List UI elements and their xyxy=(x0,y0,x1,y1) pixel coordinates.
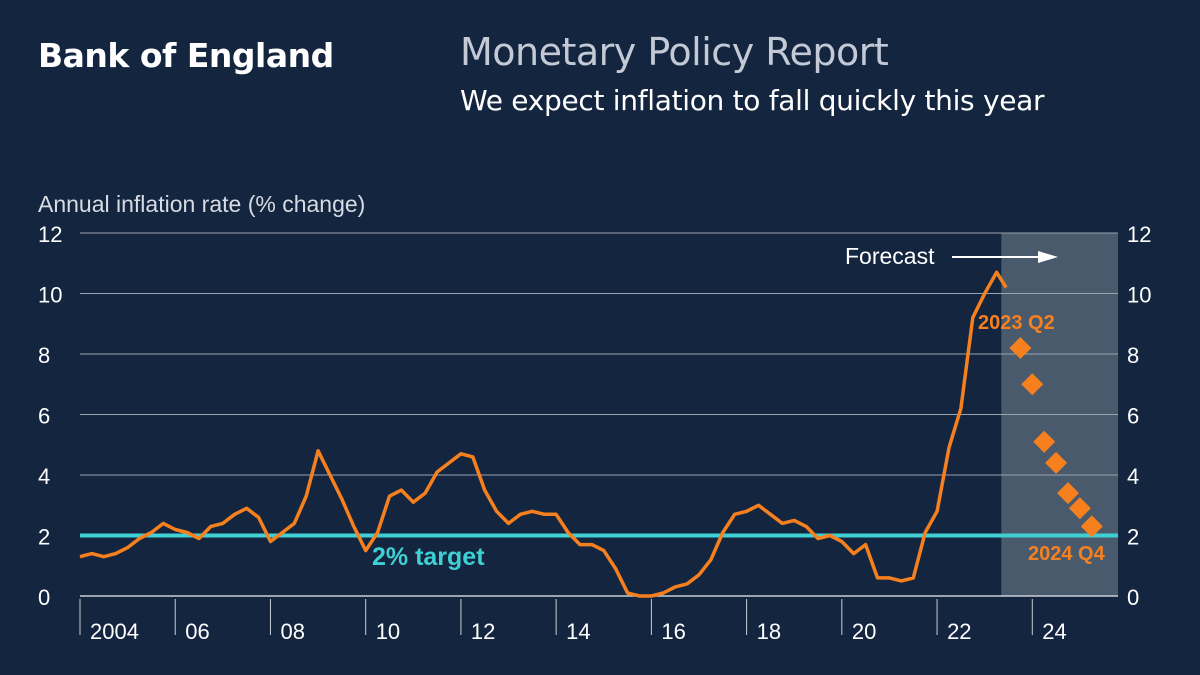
x-tick-label: 2004 xyxy=(90,619,139,644)
report-title: Monetary Policy Report xyxy=(460,30,889,74)
forecast-point xyxy=(1068,497,1091,520)
y-tick-label-left: 10 xyxy=(38,283,62,308)
y-tick-label-left: 2 xyxy=(38,525,50,550)
forecast-point xyxy=(1057,482,1080,505)
x-tick-label: 10 xyxy=(376,619,400,644)
y-tick-label-left: 12 xyxy=(38,222,62,247)
y-tick-label-right: 8 xyxy=(1127,343,1139,368)
y-tick-label-right: 12 xyxy=(1127,222,1151,247)
target-label: 2% target xyxy=(372,543,485,571)
x-tick-label: 16 xyxy=(661,619,685,644)
report-subtitle: We expect inflation to fall quickly this… xyxy=(460,84,1045,117)
y-tick-label-right: 4 xyxy=(1127,464,1139,489)
x-tick-label: 20 xyxy=(852,619,876,644)
forecast-point xyxy=(1045,451,1068,474)
forecast-arrow-head xyxy=(1038,251,1058,263)
forecast-point xyxy=(1080,515,1103,538)
x-tick-label: 14 xyxy=(566,619,590,644)
y-tick-label-left: 0 xyxy=(38,585,50,610)
x-tick-label: 22 xyxy=(947,619,971,644)
x-tick-label: 12 xyxy=(471,619,495,644)
annotation-2024-q4: 2024 Q4 xyxy=(1028,543,1106,565)
y-tick-label-left: 4 xyxy=(38,464,50,489)
forecast-label: Forecast xyxy=(845,243,935,269)
y-tick-label-right: 2 xyxy=(1127,525,1139,550)
y-tick-label-right: 0 xyxy=(1127,585,1139,610)
y-tick-label-left: 8 xyxy=(38,343,50,368)
series-line-inflation xyxy=(79,270,1008,598)
annotation-2023-q2: 2023 Q2 xyxy=(978,312,1055,334)
x-tick-label: 08 xyxy=(280,619,304,644)
forecast-point xyxy=(1021,373,1044,396)
forecast-point xyxy=(1033,430,1056,453)
y-tick-label-right: 10 xyxy=(1127,283,1151,308)
forecast-point xyxy=(1009,336,1032,359)
brand-logo-text: Bank of England xyxy=(38,36,334,75)
x-tick-label: 06 xyxy=(185,619,209,644)
y-tick-label-right: 6 xyxy=(1127,404,1139,429)
y-tick-label-left: 6 xyxy=(38,404,50,429)
x-tick-label: 24 xyxy=(1042,619,1066,644)
x-tick-label: 18 xyxy=(757,619,781,644)
y-axis-label: Annual inflation rate (% change) xyxy=(38,191,365,217)
